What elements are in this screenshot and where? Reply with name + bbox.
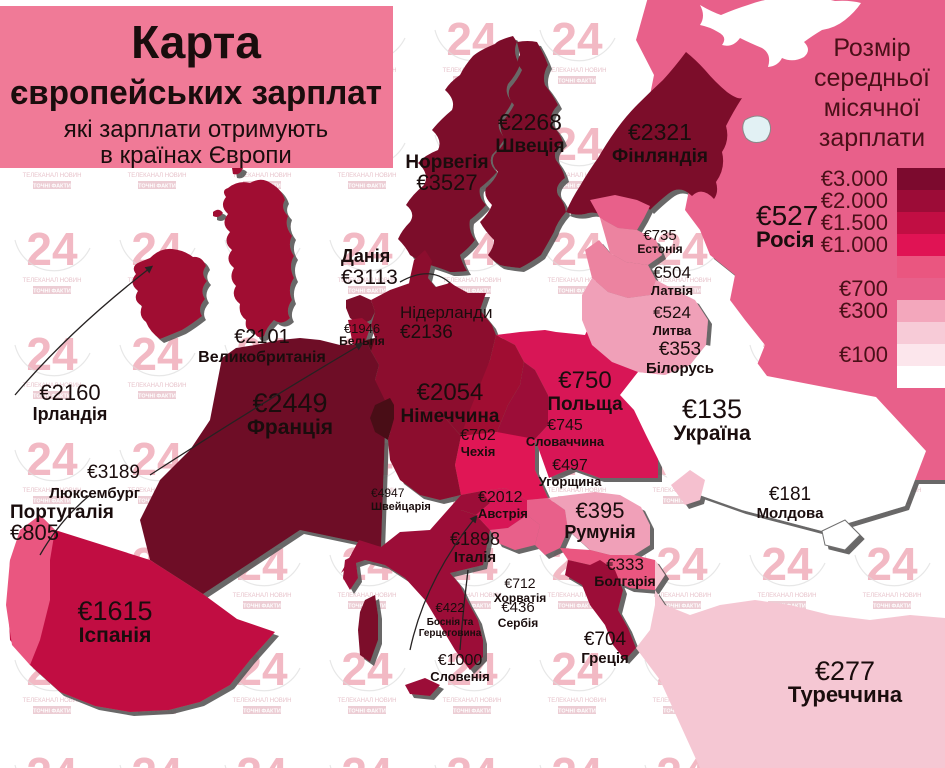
svg-text:Австрія: Австрія [478, 506, 528, 521]
svg-text:€2321: €2321 [628, 119, 692, 145]
svg-text:місячної: місячної [824, 94, 921, 122]
svg-text:Польща: Польща [547, 394, 623, 415]
svg-text:€436: €436 [501, 599, 534, 616]
svg-text:€2101: €2101 [234, 326, 290, 348]
svg-text:€2160: €2160 [39, 380, 100, 405]
svg-text:€2054: €2054 [417, 379, 484, 406]
svg-text:європейських зарплат: європейських зарплат [10, 74, 382, 112]
svg-text:Боснія та: Боснія та [427, 617, 474, 628]
svg-text:€3527: €3527 [416, 170, 477, 195]
svg-text:€3189: €3189 [87, 462, 140, 483]
svg-text:Болгарія: Болгарія [594, 573, 655, 589]
svg-text:€2268: €2268 [498, 109, 562, 135]
svg-text:Швейцарія: Швейцарія [371, 501, 431, 513]
svg-text:Люксембург: Люксембург [49, 485, 140, 502]
svg-text:€100: €100 [839, 342, 888, 367]
svg-text:€181: €181 [769, 484, 811, 505]
svg-text:Німеччина: Німеччина [401, 406, 500, 427]
svg-text:€712: €712 [504, 575, 535, 591]
svg-text:зарплати: зарплати [819, 124, 925, 152]
svg-text:Білорусь: Білорусь [646, 360, 714, 377]
svg-text:Словенія: Словенія [430, 669, 490, 684]
svg-text:Литва: Литва [653, 323, 692, 338]
svg-text:€135: €135 [682, 394, 742, 424]
svg-text:€704: €704 [584, 629, 627, 650]
svg-text:Фінляндія: Фінляндія [612, 146, 708, 167]
svg-text:Україна: Україна [673, 422, 751, 445]
svg-text:€395: €395 [576, 498, 625, 523]
svg-text:€750: €750 [558, 367, 611, 394]
svg-text:Франція: Франція [247, 416, 333, 439]
svg-text:€353: €353 [659, 339, 701, 360]
svg-text:€745: €745 [547, 417, 583, 434]
svg-text:Латвія: Латвія [651, 283, 693, 298]
svg-text:Румунія: Румунія [564, 522, 635, 542]
svg-text:€333: €333 [606, 555, 644, 574]
svg-text:Росія: Росія [756, 227, 814, 252]
svg-text:€3113: €3113 [341, 266, 398, 289]
svg-text:Туреччина: Туреччина [788, 682, 903, 707]
svg-text:€524: €524 [653, 303, 691, 322]
svg-text:Греція: Греція [581, 650, 629, 667]
svg-text:€497: €497 [552, 457, 588, 474]
svg-text:Великобританія: Великобританія [198, 349, 326, 366]
svg-text:€1.000: €1.000 [821, 232, 888, 257]
svg-text:Молдова: Молдова [757, 505, 825, 522]
svg-text:€702: €702 [460, 427, 496, 444]
svg-text:Угорщина: Угорщина [539, 474, 603, 489]
svg-text:Данія: Данія [341, 246, 390, 266]
svg-text:Розмір: Розмір [833, 34, 910, 62]
svg-text:Герцеговина: Герцеговина [419, 628, 482, 639]
svg-text:Чехія: Чехія [461, 444, 496, 459]
svg-text:€1615: €1615 [77, 596, 152, 626]
svg-text:Італія: Італія [454, 549, 496, 566]
svg-text:€805: €805 [10, 520, 59, 545]
svg-text:€504: €504 [653, 263, 691, 282]
svg-text:Бельгія: Бельгія [339, 334, 385, 348]
svg-text:€2136: €2136 [400, 322, 453, 343]
svg-text:Естонія: Естонія [637, 242, 682, 256]
svg-text:€4947: €4947 [371, 486, 405, 500]
svg-text:Швеція: Швеція [495, 136, 564, 157]
svg-text:в країнах Європи: в країнах Європи [100, 142, 292, 169]
svg-text:€422: €422 [436, 600, 465, 615]
svg-text:Сербія: Сербія [498, 616, 538, 630]
svg-text:Нідерланди: Нідерланди [400, 303, 492, 322]
svg-text:€300: €300 [839, 298, 888, 323]
svg-text:€1898: €1898 [450, 529, 500, 549]
svg-text:Карта: Карта [131, 16, 261, 68]
svg-text:Ірландія: Ірландія [33, 404, 108, 424]
svg-text:€2012: €2012 [478, 489, 523, 506]
svg-text:Словаччина: Словаччина [526, 434, 605, 449]
svg-text:середньої: середньої [814, 64, 930, 92]
svg-text:€1000: €1000 [438, 652, 483, 669]
svg-text:Іспанія: Іспанія [79, 624, 152, 647]
svg-text:які зарплати отримують: які зарплати отримують [64, 116, 328, 143]
